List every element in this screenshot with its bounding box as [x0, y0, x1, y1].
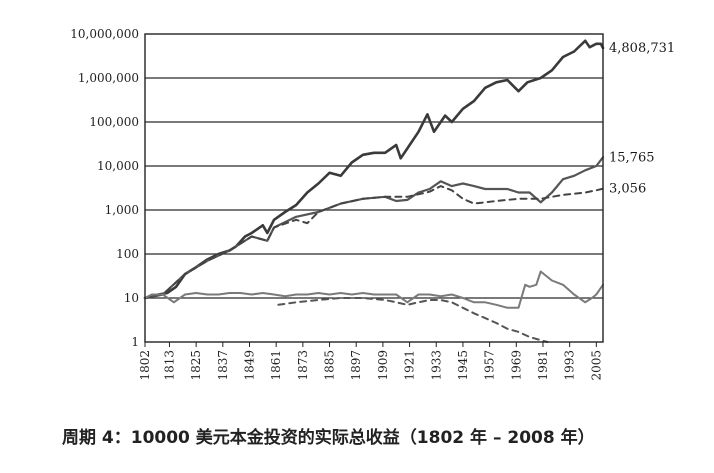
y-tick-label: 1,000,000 — [78, 71, 139, 85]
series-layer — [143, 39, 605, 343]
y-tick-label: 1,000 — [105, 203, 139, 217]
x-tick-label: 1825 — [189, 350, 203, 381]
x-tick-label: 1813 — [162, 350, 176, 381]
x-axis-ticks: 1802 1813 1825 1837 1849 1861 1873 1885 1897 1909… — [138, 342, 603, 381]
x-tick-label: 1993 — [563, 350, 577, 381]
y-axis-ticks: 1 10 100 1,000 10,000 100,000 1,000,000 10,000,… — [70, 27, 139, 349]
x-tick-label: 1957 — [483, 350, 497, 381]
x-tick-label: 1933 — [429, 350, 443, 381]
x-tick-label: 1849 — [242, 350, 256, 381]
grid-lines — [145, 77, 603, 299]
x-tick-label: 1981 — [536, 350, 550, 381]
end-value-label: 4,808,731 — [609, 41, 675, 56]
y-tick-label: 10,000 — [97, 159, 139, 173]
x-tick-label: 1802 — [138, 350, 152, 381]
end-value-label: 15,765 — [609, 150, 655, 165]
y-tick-label: 10 — [124, 291, 139, 305]
y-tick-label: 100 — [116, 247, 139, 261]
series-line-1 — [143, 39, 605, 300]
x-tick-label: 1885 — [323, 350, 337, 381]
end-value-label: 3,056 — [609, 182, 646, 197]
series-line-5 — [277, 297, 549, 343]
x-tick-label: 2005 — [589, 350, 603, 381]
series-line-3 — [144, 185, 604, 299]
x-tick-label: 1897 — [349, 350, 363, 381]
x-tick-label: 1837 — [216, 350, 230, 381]
x-tick-label: 1945 — [456, 350, 470, 381]
x-tick-label: 1873 — [296, 350, 310, 381]
x-tick-label: 1909 — [376, 350, 390, 381]
x-tick-label: 1861 — [269, 350, 283, 381]
series-line-4 — [144, 270, 604, 309]
series-line-2 — [143, 156, 605, 300]
y-tick-label: 10,000,000 — [70, 27, 139, 41]
y-tick-label: 1 — [131, 335, 139, 349]
figure-caption: 周期 4：10000 美元本金投资的实际总收益（1802 年 – 2008 年） — [62, 428, 595, 448]
y-tick-label: 100,000 — [89, 115, 139, 129]
x-tick-label: 1921 — [403, 350, 417, 381]
x-tick-label: 1969 — [509, 350, 523, 381]
plot-frame — [144, 33, 604, 343]
end-labels: 4,808,731 15,765 3,056 — [609, 41, 675, 197]
